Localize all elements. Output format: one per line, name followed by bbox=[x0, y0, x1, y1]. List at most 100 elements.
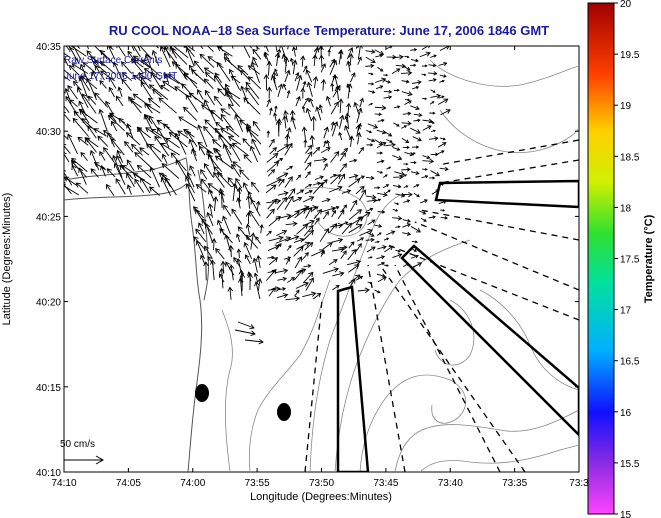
current-arrow bbox=[374, 198, 382, 202]
current-arrow bbox=[169, 46, 177, 59]
current-arrow bbox=[402, 65, 411, 71]
current-arrow bbox=[368, 102, 373, 106]
current-arrow bbox=[394, 171, 406, 177]
current-arrow bbox=[410, 127, 421, 134]
current-arrow bbox=[193, 60, 205, 74]
current-arrow bbox=[410, 170, 420, 175]
current-arrow bbox=[322, 267, 339, 274]
current-arrow bbox=[340, 221, 349, 226]
current-arrow bbox=[347, 259, 362, 266]
current-arrow bbox=[392, 54, 404, 60]
current-arrow bbox=[203, 261, 209, 281]
current-arrow bbox=[243, 241, 253, 260]
current-arrow bbox=[377, 192, 388, 197]
current-arrow bbox=[338, 131, 343, 141]
current-arrow bbox=[266, 178, 282, 187]
current-arrow bbox=[392, 147, 401, 151]
current-arrow bbox=[68, 64, 79, 76]
current-arrow bbox=[206, 149, 216, 169]
current-arrow bbox=[346, 60, 352, 73]
current-arrow bbox=[223, 204, 232, 217]
current-arrow bbox=[121, 78, 132, 92]
current-arrow bbox=[365, 237, 375, 242]
current-arrow bbox=[149, 166, 160, 188]
current-arrow bbox=[355, 216, 362, 226]
colorbar-tick-label: 20 bbox=[620, 0, 632, 10]
current-arrow bbox=[277, 276, 288, 282]
current-arrow bbox=[116, 155, 124, 170]
current-arrow bbox=[117, 86, 123, 98]
current-arrow bbox=[401, 137, 410, 143]
current-arrow bbox=[228, 68, 240, 91]
current-arrow bbox=[356, 107, 363, 123]
current-arrow bbox=[134, 178, 145, 193]
current-arrow bbox=[98, 108, 108, 131]
current-arrow bbox=[286, 89, 291, 99]
current-arrow bbox=[404, 151, 415, 157]
current-arrow bbox=[355, 46, 358, 49]
current-arrow bbox=[64, 56, 69, 67]
current-arrow bbox=[439, 74, 447, 78]
current-arrow bbox=[212, 139, 222, 148]
current-arrow bbox=[171, 48, 188, 65]
current-arrow bbox=[246, 127, 262, 145]
current-arrow bbox=[368, 72, 374, 76]
current-arrow bbox=[312, 181, 321, 186]
current-arrow bbox=[230, 75, 241, 84]
current-arrow bbox=[340, 147, 349, 156]
current-arrow bbox=[140, 76, 150, 89]
current-arrow bbox=[186, 130, 198, 147]
current-arrow bbox=[395, 225, 401, 229]
current-arrow bbox=[377, 118, 385, 123]
scale-arrow bbox=[64, 455, 105, 465]
current-arrow bbox=[81, 118, 96, 132]
current-arrow bbox=[229, 143, 241, 162]
current-arrow bbox=[204, 89, 215, 106]
current-arrow bbox=[377, 66, 384, 72]
current-arrow bbox=[225, 125, 240, 138]
current-arrow bbox=[334, 86, 341, 100]
current-arrow bbox=[413, 118, 421, 123]
current-arrow bbox=[237, 277, 244, 297]
current-arrow bbox=[84, 137, 97, 153]
current-arrow bbox=[377, 261, 386, 266]
current-arrow bbox=[301, 252, 309, 260]
current-arrow bbox=[301, 126, 308, 140]
current-arrow bbox=[164, 46, 169, 49]
current-arrow bbox=[323, 140, 327, 148]
current-arrow bbox=[276, 48, 282, 58]
current-arrow bbox=[228, 264, 235, 281]
current-arrow bbox=[237, 226, 250, 241]
current-arrow bbox=[319, 227, 330, 242]
current-arrow bbox=[323, 163, 328, 171]
current-arrow bbox=[312, 292, 322, 300]
current-arrow bbox=[80, 151, 88, 162]
radial-line bbox=[394, 264, 501, 472]
current-arrow bbox=[392, 184, 402, 189]
current-arrow bbox=[276, 293, 289, 299]
current-arrow bbox=[127, 50, 135, 61]
current-arrow bbox=[285, 221, 298, 227]
current-arrow bbox=[225, 91, 241, 107]
current-arrow bbox=[195, 240, 205, 259]
current-arrow bbox=[131, 143, 143, 156]
current-arrow bbox=[386, 139, 393, 143]
current-arrow bbox=[64, 111, 71, 122]
current-arrow bbox=[64, 75, 71, 82]
current-arrow bbox=[330, 82, 335, 92]
current-arrow bbox=[329, 185, 343, 193]
current-arrow bbox=[100, 60, 116, 75]
current-arrow bbox=[329, 174, 337, 179]
current-arrow bbox=[312, 54, 318, 67]
current-arrow bbox=[266, 208, 275, 219]
current-arrow bbox=[275, 157, 284, 163]
current-arrow bbox=[108, 76, 117, 89]
current-arrow bbox=[331, 205, 340, 210]
x-tick-label: 73:40 bbox=[438, 478, 463, 489]
current-arrow bbox=[440, 209, 446, 212]
current-arrow bbox=[148, 84, 169, 100]
current-arrow bbox=[93, 128, 107, 137]
current-arrow bbox=[266, 60, 272, 76]
current-arrow bbox=[428, 78, 437, 82]
